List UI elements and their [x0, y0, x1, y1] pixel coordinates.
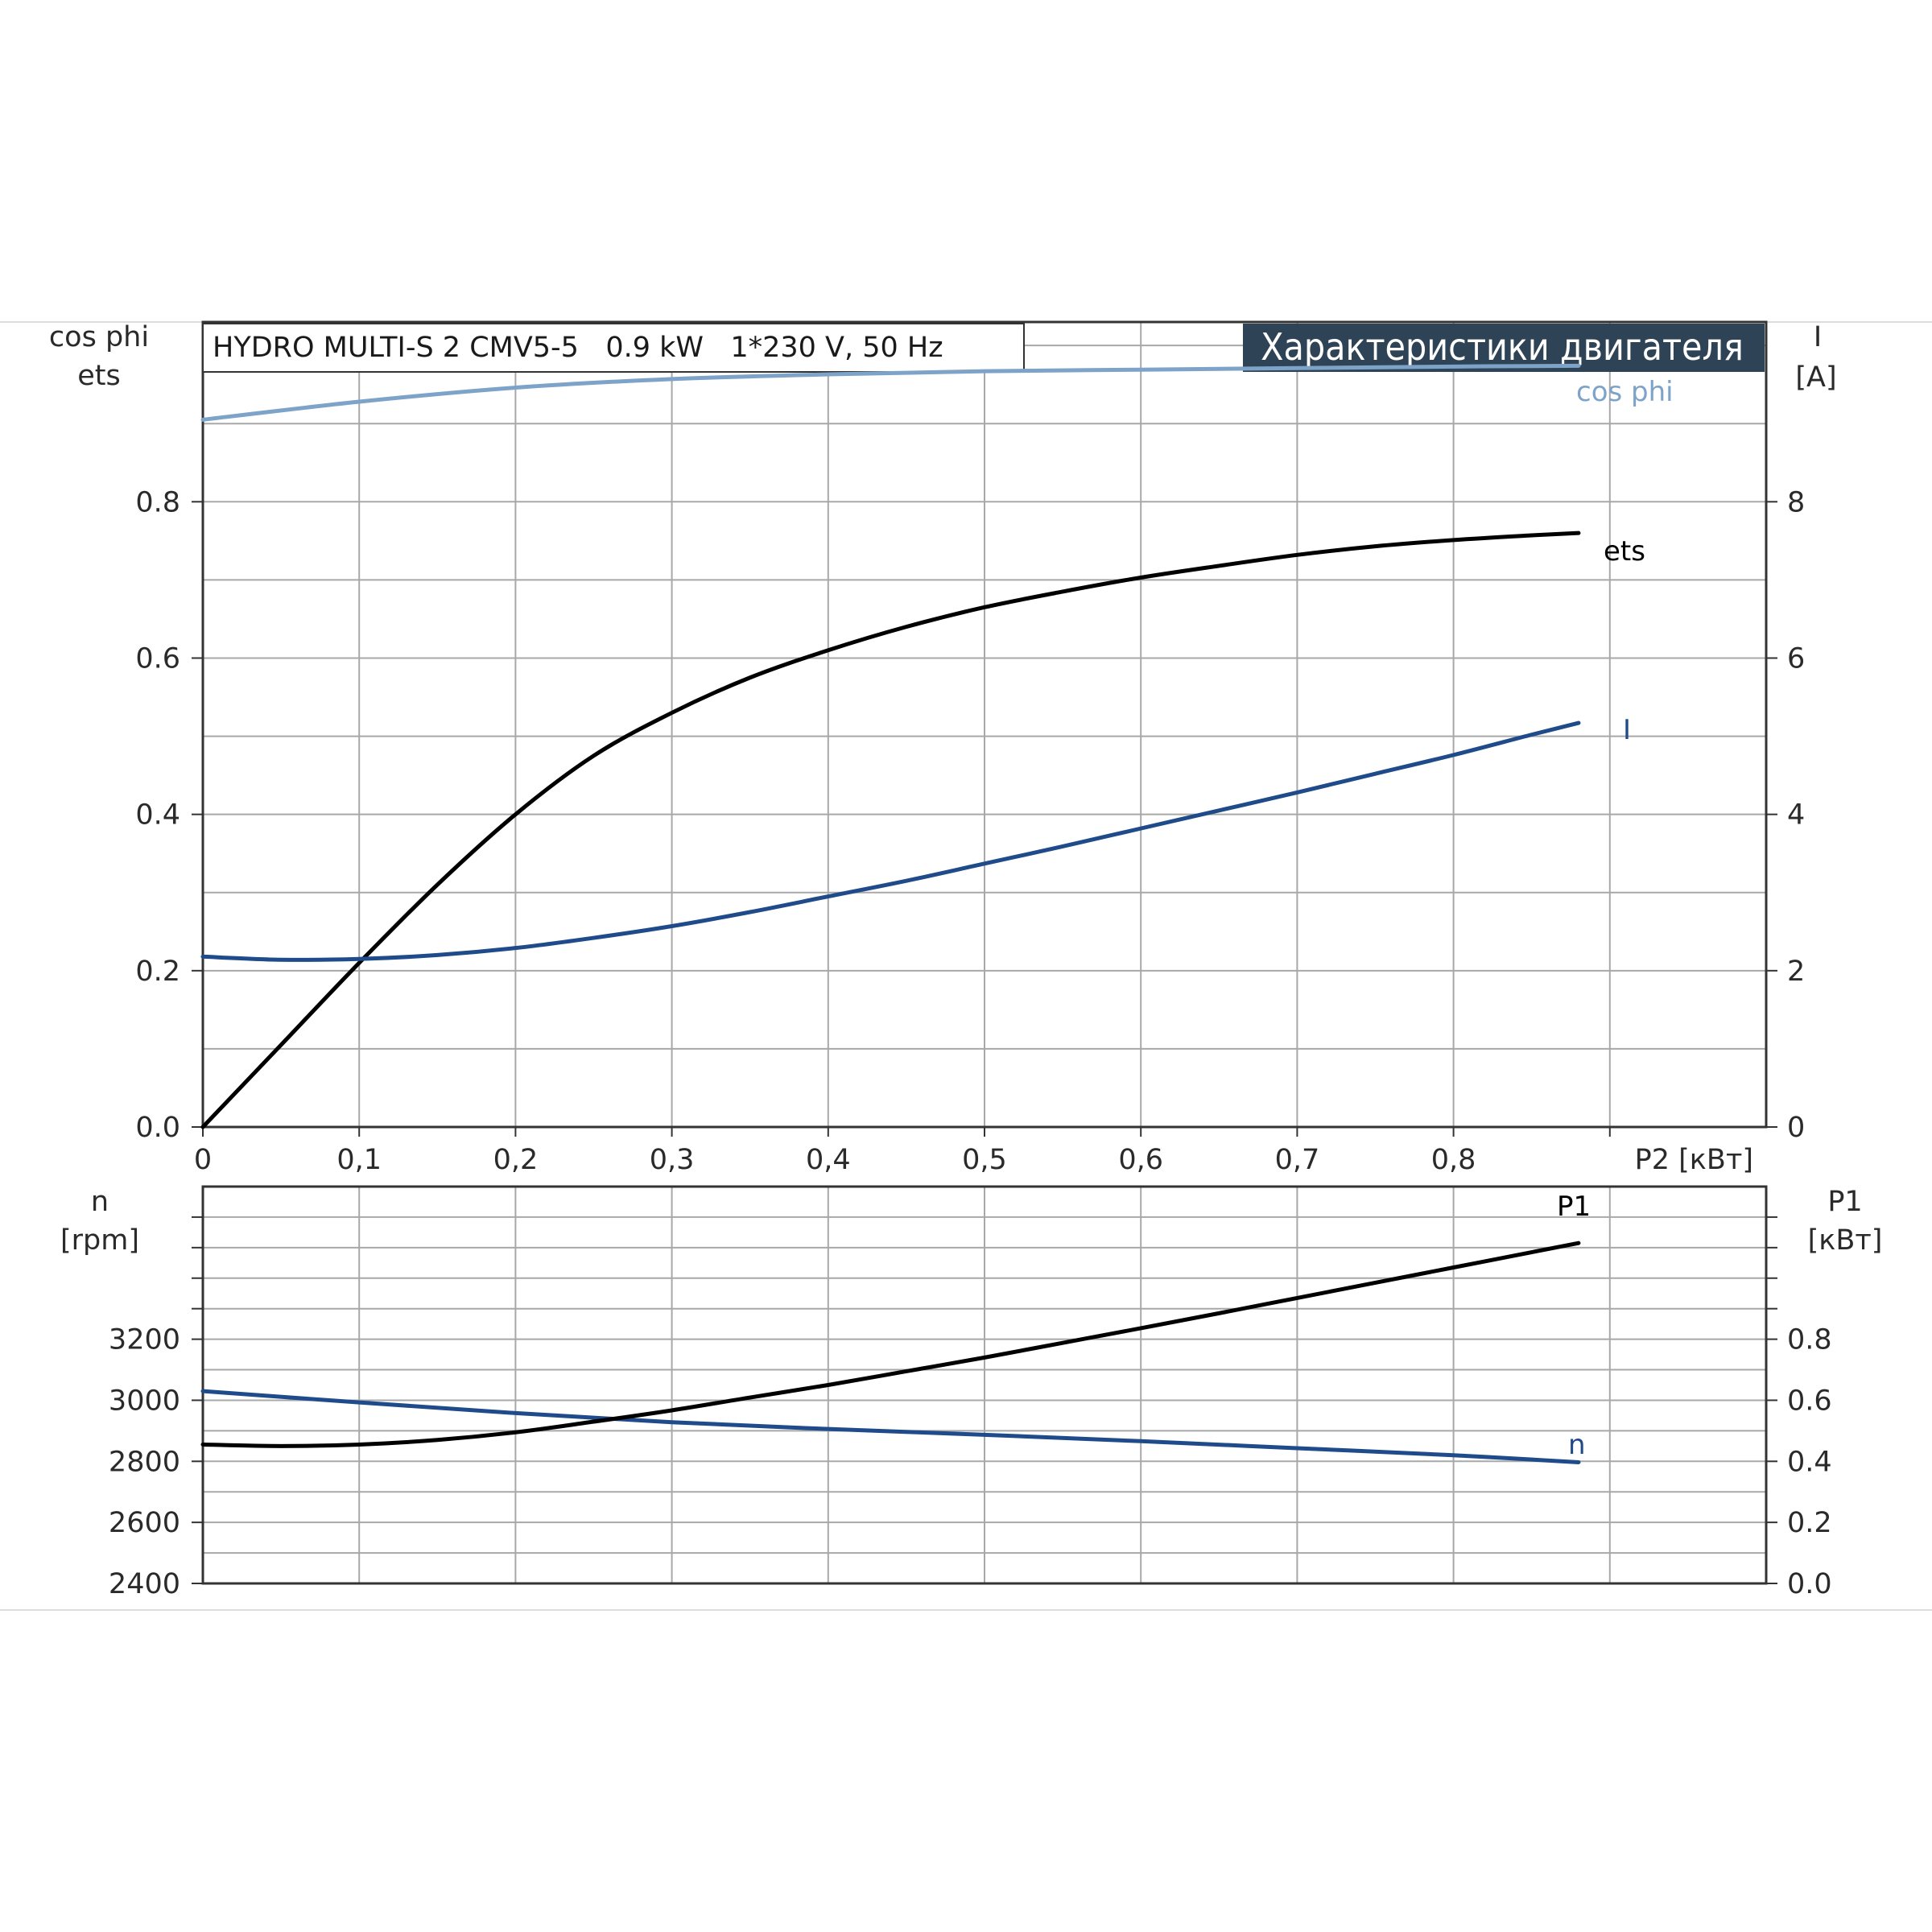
left-tick-label: 3000 [109, 1385, 180, 1417]
x-tick-label: 0,8 [1431, 1144, 1476, 1176]
banner-title: Характеристики двигателя [1261, 325, 1744, 369]
series-label-ets: ets [1604, 535, 1645, 568]
x-tick-label: 0,7 [1275, 1144, 1320, 1176]
upper-right-axis-label-1: I [1814, 321, 1822, 353]
banner-background [1243, 324, 1765, 372]
series-line-ets [200, 530, 1581, 1129]
x-tick-label: 0,3 [650, 1144, 695, 1176]
left-tick-label: 0.4 [135, 799, 180, 832]
right-tick-label: 6 [1787, 642, 1805, 675]
series-line-I [200, 720, 1581, 962]
lower-series [200, 1241, 1581, 1464]
lower-grid [203, 1187, 1766, 1583]
left-tick-label: 0.8 [135, 486, 180, 518]
left-tick-label: 0.0 [135, 1112, 180, 1144]
right-tick-label: 0.4 [1787, 1446, 1832, 1478]
left-tick-label: 3200 [109, 1324, 180, 1356]
lower-plot-area [201, 1185, 1768, 1585]
right-tick-label: 0.6 [1787, 1385, 1832, 1417]
series-line-n [200, 1389, 1581, 1464]
left-tick-label: 0.2 [135, 956, 180, 988]
right-tick-label: 2 [1787, 956, 1805, 988]
model-caption-box [202, 323, 1025, 373]
lower-ticks: 2400 2600 2800 3000 3200 0.0 0.2 0.4 0.6 0.8 [109, 1216, 1832, 1600]
x-tick-label: 0 [194, 1144, 212, 1176]
left-tick-label: 2400 [109, 1568, 180, 1600]
upper-ticks: 0.0 0.2 0.4 0.6 0.8 0 2 4 6 8 0 0,1 0,2 0,3 0,4 0,5 0,6 0… [135, 486, 1805, 1176]
left-tick-label: 2800 [109, 1446, 180, 1478]
upper-right-axis-label-2: [A] [1795, 361, 1836, 394]
x-tick-label: 0,2 [493, 1144, 539, 1176]
model-caption: HYDRO MULTI-S 2 CMV5-5 0.9 kW 1*230 V, 5… [213, 332, 943, 364]
x-tick-label: 0,5 [962, 1144, 1007, 1176]
right-tick-label: 4 [1787, 799, 1805, 832]
lower-left-axis-label-2: [rpm] [60, 1224, 139, 1257]
upper-left-axis-label-1: cos phi [49, 321, 149, 353]
series-label-n: n [1568, 1429, 1586, 1461]
right-tick-label: 8 [1787, 486, 1805, 518]
right-tick-label: 0.0 [1787, 1568, 1832, 1600]
left-tick-label: 2600 [109, 1507, 180, 1539]
left-tick-label: 0.6 [135, 642, 180, 675]
series-label-P1: P1 [1557, 1191, 1591, 1223]
upper-series [200, 363, 1581, 1129]
lower-left-axis-label-1: n [91, 1186, 109, 1218]
lower-right-axis-label-1: P1 [1827, 1186, 1862, 1218]
series-line-cos-phi [200, 363, 1581, 422]
series-label-cos-phi: cos phi [1576, 376, 1674, 408]
series-line-P1 [200, 1241, 1581, 1448]
lower-right-axis-label-2: [кВт] [1808, 1224, 1883, 1257]
x-tick-label: 0,1 [336, 1144, 382, 1176]
x-tick-label: 0,6 [1118, 1144, 1163, 1176]
right-tick-label: 0.8 [1787, 1324, 1832, 1356]
x-tick-label: 0,4 [806, 1144, 851, 1176]
upper-grid [203, 322, 1766, 1127]
upper-left-axis-label-2: ets [77, 360, 121, 392]
series-label-I: I [1623, 714, 1631, 746]
right-tick-label: 0.2 [1787, 1507, 1832, 1539]
x-axis-label: P2 [кВт] [1635, 1144, 1753, 1176]
right-tick-label: 0 [1787, 1112, 1805, 1144]
